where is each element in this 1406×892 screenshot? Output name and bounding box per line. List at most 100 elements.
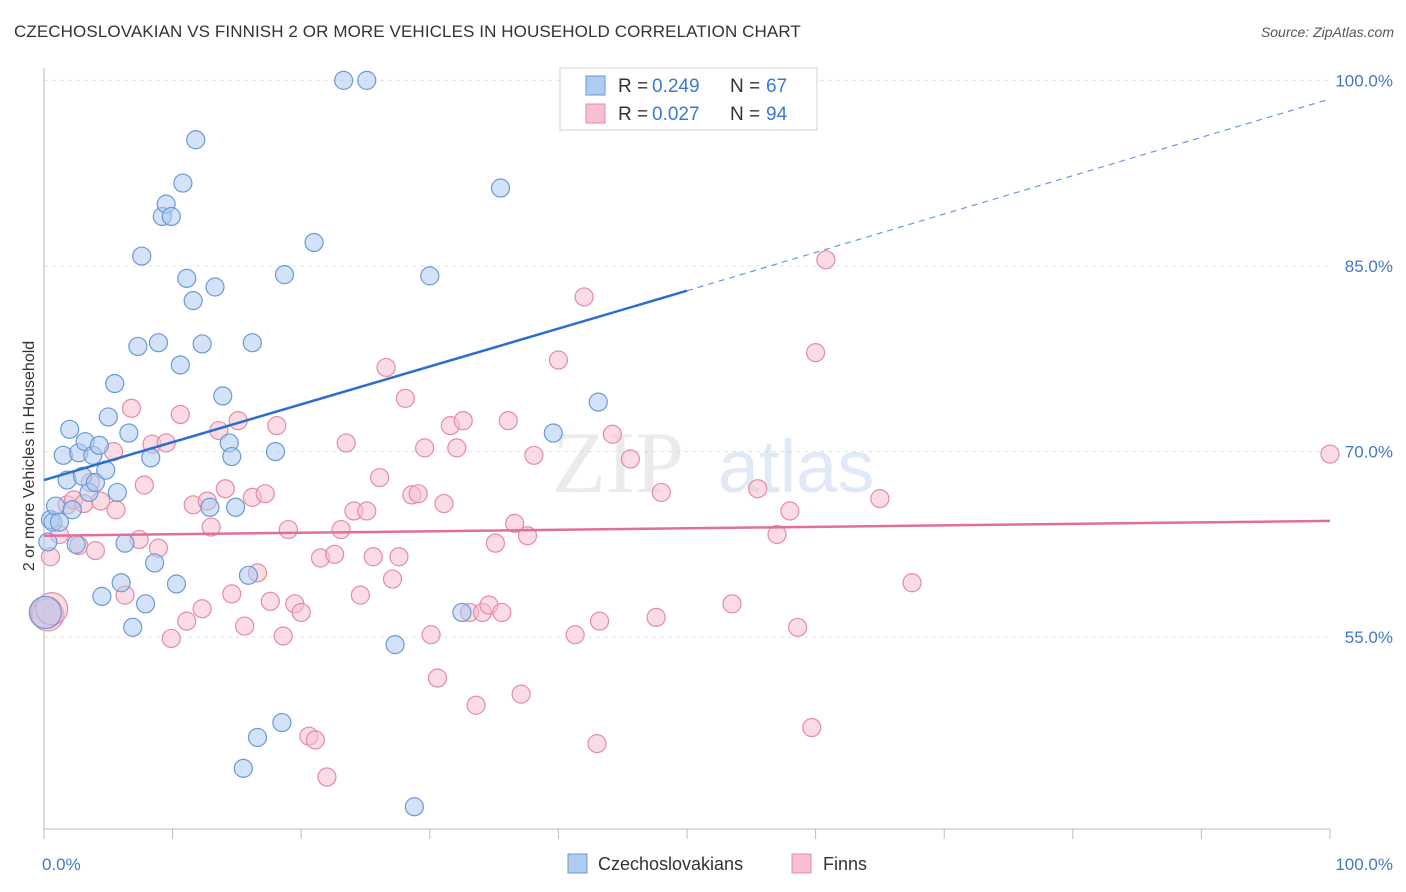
- finns-point: [85, 540, 106, 561]
- finns-point: [336, 433, 356, 453]
- czechoslovakians-point: [213, 386, 233, 406]
- czechoslovakians-point: [192, 334, 212, 354]
- finns-point: [273, 626, 293, 646]
- finns-point: [722, 594, 742, 614]
- czechoslovakians-point: [161, 206, 181, 227]
- legend-n-value-2: 94: [766, 104, 788, 125]
- czechoslovakians-point: [62, 500, 82, 520]
- finns-point: [805, 343, 826, 363]
- czechoslovakians-point: [166, 574, 187, 594]
- finns-point: [357, 501, 377, 521]
- finns-point: [305, 730, 325, 750]
- finns-point: [161, 628, 181, 649]
- czechoslovakians-point: [119, 423, 139, 443]
- finns-point: [415, 438, 435, 458]
- czechoslovakians-point: [385, 635, 405, 655]
- czechoslovakians-point: [123, 617, 143, 637]
- finns-point: [434, 493, 454, 514]
- finns-point: [177, 611, 197, 631]
- finns-point: [134, 475, 154, 495]
- legend-r-value-1: 0.249: [652, 76, 700, 97]
- series-legend: Czechoslovakians Finns: [567, 853, 867, 874]
- finns-point: [574, 287, 594, 307]
- finns-point: [201, 517, 221, 537]
- czechoslovakians-point: [115, 533, 135, 553]
- finns-point: [215, 479, 235, 499]
- finns-point: [787, 617, 808, 637]
- finns-point: [325, 544, 345, 564]
- finns-point: [170, 404, 190, 425]
- czechoslovakians-point: [92, 586, 112, 606]
- grid-lines: [44, 79, 1330, 638]
- czechoslovakians-point: [334, 70, 354, 90]
- finns-point: [192, 599, 212, 619]
- chart-title: CZECHOSLOVAKIAN VS FINNISH 2 OR MORE VEH…: [14, 22, 801, 41]
- czechoslovakians-point: [404, 797, 424, 817]
- finns-point: [492, 602, 512, 623]
- czechoslovakians-point: [242, 333, 262, 353]
- czechoslovakians-point: [272, 712, 292, 733]
- czechoslovakians-point: [233, 758, 253, 778]
- finns-point: [651, 482, 671, 503]
- finns-point: [408, 484, 428, 504]
- finns-point: [505, 513, 525, 533]
- czechoslovakians-point: [222, 446, 242, 467]
- chart-source: Source: ZipAtlas.com: [1260, 24, 1394, 40]
- finns-point: [278, 519, 298, 540]
- finns-point: [602, 424, 623, 444]
- finns-point: [748, 479, 768, 499]
- finns-point: [267, 416, 287, 436]
- finns-point: [350, 585, 370, 605]
- finns-point: [511, 684, 531, 704]
- finns-point: [317, 767, 337, 787]
- czechoslovakians-point: [238, 565, 259, 585]
- czechoslovakians-point: [186, 130, 206, 150]
- czechoslovakians-point: [60, 419, 80, 439]
- czechoslovakians-point: [490, 178, 511, 198]
- finns-point: [802, 717, 822, 738]
- finns-point: [816, 250, 836, 270]
- y-tick-labels: 55.0% 70.0% 85.0% 100.0%: [1335, 71, 1393, 647]
- finns-point: [902, 573, 922, 593]
- czechoslovakians-point: [543, 423, 563, 443]
- legend-r-label-2: R =: [618, 104, 648, 125]
- finns-point: [1320, 444, 1340, 464]
- czechoslovakians-point: [148, 333, 169, 353]
- finns-point: [260, 591, 280, 611]
- finns-point: [646, 607, 666, 628]
- y-tick-label: 70.0%: [1345, 443, 1393, 462]
- legend-r-label-1: R =: [618, 76, 648, 97]
- watermark-atlas: atlas: [718, 425, 874, 508]
- czechoslovakians-point: [45, 496, 66, 516]
- czechoslovakians-point: [420, 266, 440, 286]
- finns-point: [389, 547, 409, 567]
- x-tick-label-100: 100.0%: [1335, 855, 1393, 874]
- finns-point: [121, 398, 142, 418]
- finns-point: [589, 611, 610, 631]
- legend-n-label-2: N =: [730, 104, 760, 125]
- trend-line-czechoslovakians: [43, 289, 688, 482]
- finns-point: [485, 533, 505, 553]
- czechoslovakians-point: [274, 265, 295, 285]
- czechoslovakians-point: [183, 291, 203, 311]
- czechoslovakians-point: [173, 173, 193, 193]
- czechoslovakians-point: [588, 392, 608, 412]
- finns-point: [548, 350, 569, 370]
- finns-point: [767, 524, 787, 545]
- czechoslovakians-point: [304, 232, 324, 253]
- x-tick-label-0: 0.0%: [42, 855, 81, 874]
- czechoslovakians-point: [226, 497, 246, 517]
- finns-point: [447, 438, 467, 458]
- finns-point: [870, 489, 890, 509]
- czechoslovakians-point: [200, 497, 220, 517]
- finns-point: [106, 500, 126, 520]
- y-axis-label: 2 or more Vehicles in Household: [21, 341, 38, 571]
- czechoslovakians-point: [66, 534, 86, 554]
- czechoslovakians-point: [49, 512, 70, 532]
- czechoslovakians-point: [247, 727, 268, 748]
- czechoslovakians-point: [265, 441, 286, 462]
- czechoslovakians-point: [28, 595, 62, 630]
- y-tick-label: 100.0%: [1335, 71, 1393, 90]
- legend-n-value-1: 67: [766, 76, 787, 97]
- czechoslovakians-point: [205, 277, 225, 297]
